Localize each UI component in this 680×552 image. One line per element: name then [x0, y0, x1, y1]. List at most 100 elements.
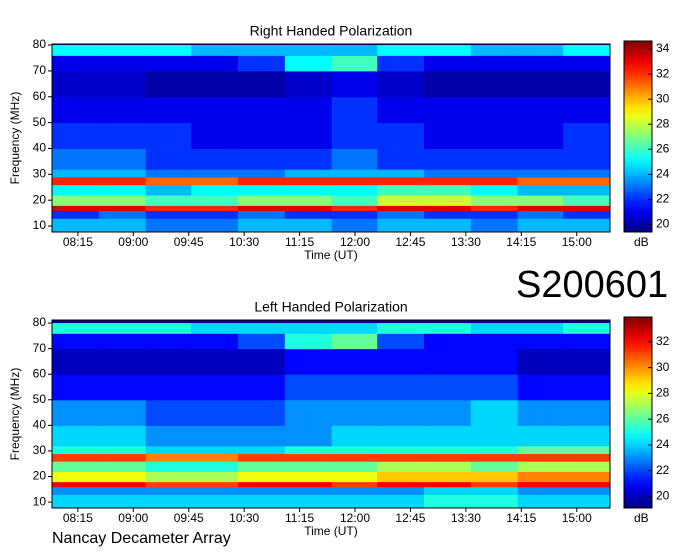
heatmap-cell	[424, 348, 472, 375]
y-tick-label: 10	[33, 218, 47, 232]
x-tick-label: 11:15	[285, 235, 314, 249]
colorbar-tick-label: 28	[656, 386, 670, 400]
heatmap-cell	[424, 45, 472, 56]
heatmap-cell	[98, 96, 147, 124]
heatmap-cell	[191, 481, 239, 488]
heatmap-cell	[331, 425, 378, 447]
heatmap-cell	[191, 445, 239, 455]
heatmap-cell	[331, 70, 378, 98]
heatmap-cell	[563, 45, 611, 56]
heatmap-cell	[424, 96, 472, 124]
heatmap-cell	[238, 333, 286, 350]
heatmap-cell	[52, 494, 100, 508]
x-tick-label: 09:00	[118, 511, 148, 525]
heatmap-cell	[331, 169, 378, 178]
heatmap-cell	[191, 148, 239, 170]
heatmap-cell	[377, 453, 425, 462]
heatmap-cell	[52, 486, 100, 495]
heatmap-cell	[470, 195, 519, 206]
colorbar-tick-label: 24	[656, 167, 670, 181]
heatmap-cell	[98, 70, 147, 98]
heatmap-cell	[145, 70, 192, 98]
heatmap-cell	[424, 176, 472, 186]
x-tick-label: 12:45	[395, 511, 425, 525]
heatmap-cell	[563, 333, 611, 350]
heatmap-cell	[424, 169, 472, 178]
heatmap-cell	[145, 461, 192, 472]
heatmap-cell	[424, 55, 472, 72]
heatmap-cell	[377, 486, 425, 495]
heatmap-cell	[517, 399, 564, 426]
heatmap-cell	[284, 148, 333, 170]
heatmap-cell	[563, 70, 611, 98]
heatmap-cell	[191, 195, 239, 206]
heatmap-cell	[145, 122, 192, 149]
x-tick-label: 09:00	[118, 235, 148, 249]
heatmap-cell	[377, 169, 425, 178]
y-tick-label: 40	[33, 141, 47, 155]
heatmap-cell	[145, 169, 192, 178]
heatmap-cell	[98, 471, 147, 483]
heatmap-cell	[145, 195, 192, 206]
heatmap-cell	[98, 453, 147, 462]
heatmap-cell	[191, 374, 239, 401]
heatmap-cell	[145, 45, 192, 56]
heatmap-cell	[52, 471, 100, 483]
colorbar-tick-label: 26	[656, 141, 670, 155]
y-tick-label: 20	[33, 469, 47, 483]
x-axis-label: Time (UT)	[304, 248, 358, 262]
heatmap-cell	[98, 425, 147, 447]
x-tick-label: 15:00	[562, 511, 592, 525]
heatmap-cell	[517, 169, 564, 178]
heatmap-cell	[98, 348, 147, 375]
heatmap-cell	[331, 55, 378, 72]
heatmap-cell	[377, 210, 425, 219]
heatmap-cell	[563, 453, 611, 462]
chart-title: Left Handed Polarization	[254, 299, 407, 315]
heatmap-cell	[284, 461, 333, 472]
heatmap-cell	[145, 96, 192, 124]
heatmap-cell	[52, 55, 100, 72]
heatmap-cell	[331, 148, 378, 170]
y-tick-label: 40	[33, 418, 47, 432]
heatmap-cell	[145, 399, 192, 426]
heatmap-cell	[145, 148, 192, 170]
heatmap-cell	[98, 461, 147, 472]
x-tick-label: 13:30	[451, 511, 481, 525]
heatmap-cell	[52, 210, 100, 219]
x-tick-label: 14:15	[506, 511, 536, 525]
heatmap-cell	[284, 122, 333, 149]
heatmap-cell	[238, 399, 286, 426]
heatmap-cell	[145, 486, 192, 495]
heatmap-cell	[238, 471, 286, 483]
plot-frame	[51, 319, 611, 509]
heatmap-cell	[331, 333, 378, 350]
heatmap-cell	[377, 461, 425, 472]
heatmap-cell	[98, 176, 147, 186]
heatmap-cell	[331, 453, 378, 462]
heatmap-cell	[563, 323, 611, 334]
heatmap-cell	[98, 205, 147, 212]
y-tick-label: 80	[33, 37, 47, 51]
heatmap-cell	[52, 445, 100, 455]
colorbar-tick-label: 24	[656, 437, 670, 451]
heatmap-cell	[284, 169, 333, 178]
heatmap-cell	[191, 348, 239, 375]
heatmap-cell	[98, 148, 147, 170]
heatmap-cell	[191, 55, 239, 72]
heatmap-cell	[470, 333, 519, 350]
y-tick-label: 30	[33, 167, 47, 181]
heatmap-cell	[470, 323, 519, 334]
heatmap-cell	[517, 494, 564, 508]
x-axis-label: Time (UT)	[304, 524, 358, 538]
heatmap-cell	[563, 169, 611, 178]
y-tick-label: 20	[33, 192, 47, 206]
heatmap-cell	[424, 210, 472, 219]
heatmap-cell	[517, 148, 564, 170]
heatmap-cell	[470, 148, 519, 170]
heatmap-cell	[98, 169, 147, 178]
heatmap-cell	[191, 494, 239, 508]
heatmap-cell	[52, 461, 100, 472]
heatmap-cell	[284, 425, 333, 447]
heatmap-cell	[563, 205, 611, 212]
